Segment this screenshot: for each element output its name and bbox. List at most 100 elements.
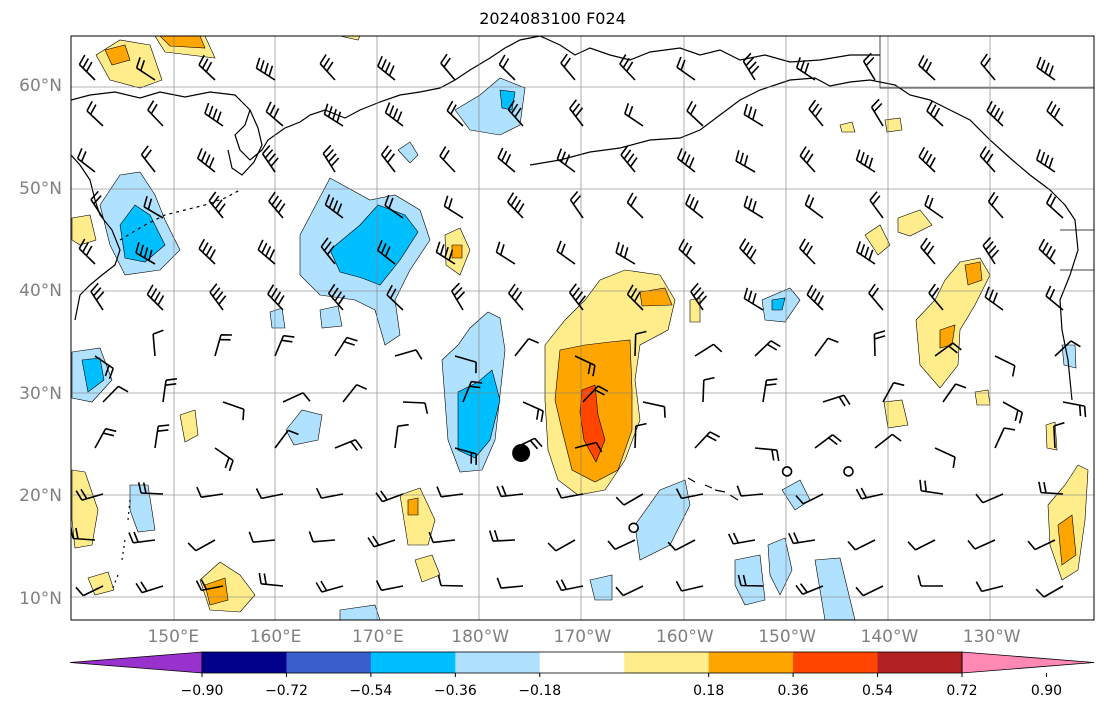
wind-barb xyxy=(334,336,358,357)
positive-anomaly-mid xyxy=(407,497,419,516)
wind-barb xyxy=(1062,401,1087,418)
mariana-islands xyxy=(111,499,131,591)
positive-anomaly-area xyxy=(414,554,441,583)
wind-barb xyxy=(917,575,944,587)
wind-barb xyxy=(140,145,156,173)
wind-barb xyxy=(615,241,636,265)
wind-barb xyxy=(267,284,285,311)
latitude-label: 30°N xyxy=(19,383,62,404)
wind-barb xyxy=(795,583,824,595)
open-circle-marker xyxy=(843,466,854,477)
hawaii-islands xyxy=(687,477,739,501)
wind-barb xyxy=(377,55,396,81)
wind-barb xyxy=(143,195,164,219)
wind-barb xyxy=(94,355,114,380)
wind-barb xyxy=(556,148,576,173)
wind-barb xyxy=(918,146,936,173)
wind-barb xyxy=(1046,100,1064,127)
wind-barb xyxy=(987,191,1004,219)
wind-barb xyxy=(634,330,647,357)
positive-anomaly-area xyxy=(974,389,991,406)
wind-barb xyxy=(375,490,404,503)
positive-anomaly-mid xyxy=(964,261,983,286)
wind-barb xyxy=(446,100,464,127)
wind-barb xyxy=(942,383,967,403)
wind-barb xyxy=(208,191,226,219)
wind-barb xyxy=(497,147,516,173)
wind-barb xyxy=(261,144,279,173)
wind-barb xyxy=(162,378,178,403)
wind-barb xyxy=(928,283,944,311)
wind-barb xyxy=(743,195,764,219)
wind-barb xyxy=(147,100,164,127)
japan-coast xyxy=(71,154,121,321)
wind-barb xyxy=(984,286,1004,311)
positive-anomaly-area xyxy=(897,209,933,237)
wind-barb xyxy=(327,283,346,311)
longitude-label: 150°W xyxy=(758,627,816,647)
longitude-label: 170°E xyxy=(352,627,404,647)
wind-barb xyxy=(762,378,778,403)
wind-barb xyxy=(555,487,584,499)
wind-barb xyxy=(146,284,165,311)
positive-anomaly-area xyxy=(915,257,991,389)
wind-barb xyxy=(454,355,477,374)
wind-barb xyxy=(690,282,708,311)
wind-barb xyxy=(814,337,839,357)
wind-barb xyxy=(367,535,396,548)
wind-barb xyxy=(258,572,284,587)
longitude-label: 140°W xyxy=(860,627,919,647)
wind-barb xyxy=(619,54,636,81)
wind-barb xyxy=(1045,193,1064,219)
wind-barb xyxy=(214,334,233,357)
wind-barb xyxy=(569,99,584,127)
kuril-chain xyxy=(119,189,241,241)
wind-barb xyxy=(568,283,587,311)
wind-barb xyxy=(918,55,936,81)
wind-barb xyxy=(152,329,164,357)
wind-barb xyxy=(195,579,224,592)
wind-barb xyxy=(437,574,464,587)
grid-lines xyxy=(71,36,1094,620)
wind-barb xyxy=(975,581,1004,593)
wind-barb xyxy=(754,340,781,357)
wind-barb xyxy=(934,447,956,469)
storm-markers xyxy=(512,443,854,534)
negative-anomaly-core xyxy=(81,357,105,393)
wind-barb xyxy=(607,539,636,551)
colorbar-tick-label: −0.72 xyxy=(264,683,308,699)
positive-anomaly-mid xyxy=(451,244,463,259)
wind-barb xyxy=(626,192,644,219)
coastlines xyxy=(71,36,1079,591)
wind-barb xyxy=(742,52,760,81)
aleutian-chain xyxy=(529,77,1079,401)
wind-barb xyxy=(90,282,105,311)
wind-barb xyxy=(274,334,295,357)
wind-barb xyxy=(496,485,524,498)
colorbar-tick-label: −0.18 xyxy=(518,683,562,699)
wind-barb xyxy=(675,580,704,592)
wind-barb xyxy=(257,239,276,265)
wind-barb xyxy=(855,487,884,500)
wind-barb xyxy=(739,238,757,265)
wind-barb xyxy=(454,447,477,465)
positive-anomaly-mid xyxy=(104,44,131,66)
wind-barb xyxy=(676,56,696,81)
wind-barb xyxy=(319,54,336,81)
wind-barb xyxy=(975,493,1004,504)
wind-barb xyxy=(788,532,816,545)
wind-barb xyxy=(737,574,764,587)
wind-barb xyxy=(615,585,644,597)
wind-barb xyxy=(869,191,884,219)
wind-barb xyxy=(862,52,876,81)
wind-barb xyxy=(204,102,224,127)
wind-barb xyxy=(78,54,96,81)
wind-barb xyxy=(582,385,609,403)
wind-barb xyxy=(873,330,886,357)
wind-barb xyxy=(334,438,363,451)
wind-barb xyxy=(255,488,284,500)
wind-barb xyxy=(795,493,824,505)
wind-barb xyxy=(380,145,396,173)
wind-barb xyxy=(135,581,164,594)
